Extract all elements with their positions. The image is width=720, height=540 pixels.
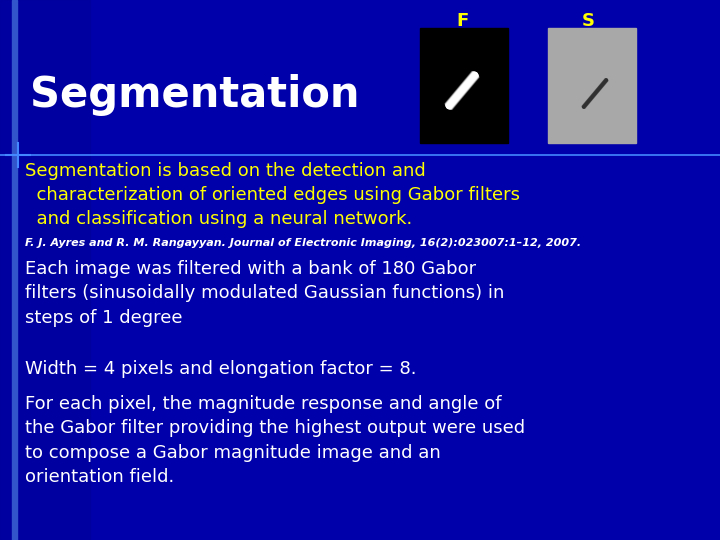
Text: F. J. Ayres and R. M. Rangayyan. Journal of Electronic Imaging, 16(2):023007:1–1: F. J. Ayres and R. M. Rangayyan. Journal… [25,238,581,248]
Text: Segmentation: Segmentation [30,74,359,116]
Text: For each pixel, the magnitude response and angle of
the Gabor filter providing t: For each pixel, the magnitude response a… [25,395,525,486]
Text: F: F [456,12,468,30]
Text: characterization of oriented edges using Gabor filters: characterization of oriented edges using… [25,186,520,204]
Text: and classification using a neural network.: and classification using a neural networ… [25,210,413,228]
Text: Width = 4 pixels and elongation factor = 8.: Width = 4 pixels and elongation factor =… [25,360,416,378]
Bar [12,0,17,540]
Bar [548,28,636,143]
Bar [0,0,90,540]
Bar [420,28,508,143]
Text: S: S [582,12,595,30]
Text: Segmentation is based on the detection and: Segmentation is based on the detection a… [25,162,426,180]
Text: Each image was filtered with a bank of 180 Gabor
filters (sinusoidally modulated: Each image was filtered with a bank of 1… [25,260,505,327]
